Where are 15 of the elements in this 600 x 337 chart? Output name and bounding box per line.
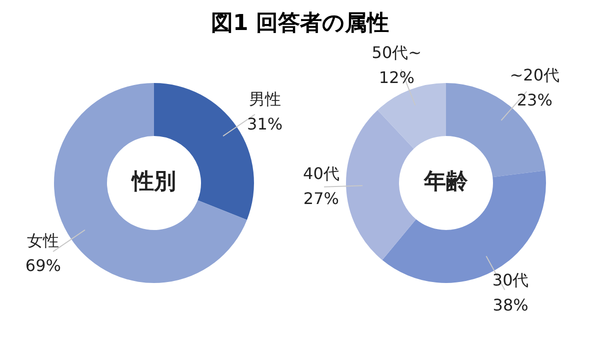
- data-label: 38%: [492, 296, 528, 315]
- slice-label: 女性: [27, 230, 60, 250]
- data-label: 23%: [516, 90, 552, 110]
- slice-label: 男性: [248, 89, 281, 108]
- slice-label: 40代: [303, 164, 340, 184]
- text: 年齢: [423, 170, 469, 195]
- slice-label: 50代~: [372, 43, 422, 62]
- data-label: 27%: [303, 189, 339, 208]
- data-label: 12%: [378, 68, 414, 88]
- text: 性別: [130, 170, 176, 195]
- data-label: 69%: [25, 256, 61, 275]
- chart-title: 図1 回答者の属性: [210, 10, 390, 37]
- data-label: 31%: [247, 114, 283, 134]
- slice-label: 30代: [492, 270, 529, 290]
- slice-label: ~20代: [510, 66, 560, 85]
